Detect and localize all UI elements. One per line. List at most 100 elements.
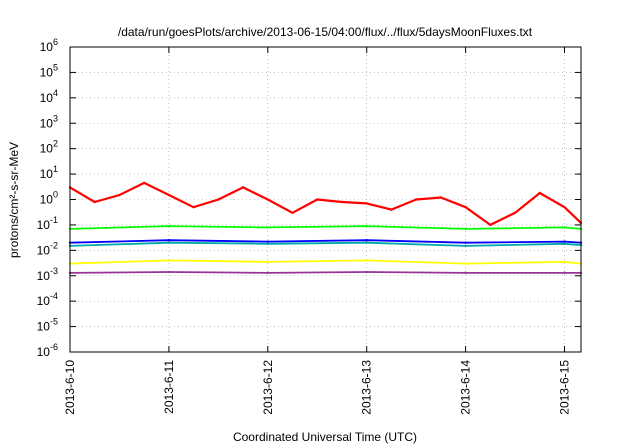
y-axis-label: protons/cm²-s-sr-MeV <box>7 142 21 258</box>
data-point <box>192 205 195 209</box>
data-point <box>365 270 368 274</box>
y-tick-label: 100 <box>40 190 58 207</box>
series-3 <box>68 239 583 244</box>
series-lines <box>68 181 583 275</box>
data-point <box>93 200 96 204</box>
data-point <box>217 198 220 201</box>
data-point <box>167 259 171 262</box>
series-1 <box>68 224 583 231</box>
y-tick-base: 10 <box>40 40 54 54</box>
data-point <box>365 202 368 205</box>
y-tick-exponent: -6 <box>50 342 58 352</box>
series-0 <box>68 181 583 227</box>
y-tick-exponent: 1 <box>53 164 58 174</box>
y-tick-base: 10 <box>37 218 51 232</box>
y-tick-exponent: -2 <box>50 240 58 250</box>
data-point <box>414 198 418 201</box>
data-point <box>563 242 566 246</box>
y-tick-exponent: -5 <box>50 317 58 327</box>
data-point <box>167 241 171 244</box>
y-tick-base: 10 <box>37 345 51 359</box>
data-point <box>563 205 566 209</box>
data-point <box>563 226 566 229</box>
y-tick-base: 10 <box>40 142 54 156</box>
data-point <box>291 211 294 214</box>
data-point <box>365 259 368 262</box>
data-point <box>464 227 467 231</box>
y-tick-label: 10-4 <box>37 291 58 308</box>
data-point <box>513 211 517 214</box>
series-line <box>69 241 582 247</box>
y-tick-exponent: -1 <box>50 215 58 225</box>
data-point <box>316 198 319 201</box>
series-2 <box>68 241 583 248</box>
x-tick-label: 2013-6-10 <box>63 360 77 415</box>
data-point <box>266 198 270 201</box>
data-point <box>464 262 467 265</box>
y-tick-base: 10 <box>40 167 54 181</box>
data-point <box>365 224 368 228</box>
data-point <box>365 241 368 244</box>
y-tick-label: 101 <box>40 164 58 181</box>
data-point <box>241 186 245 189</box>
x-tick-label: 2013-6-15 <box>558 360 572 415</box>
data-point <box>340 200 344 204</box>
y-tick-base: 10 <box>37 320 51 334</box>
y-tick-exponent: -3 <box>50 266 58 276</box>
data-point <box>266 240 270 243</box>
y-tick-exponent: 0 <box>53 190 58 200</box>
data-point <box>464 244 467 248</box>
data-point <box>266 242 270 246</box>
y-tick-exponent: 6 <box>53 37 58 47</box>
data-point <box>266 271 270 275</box>
y-tick-label: 104 <box>40 88 58 105</box>
y-tick-label: 106 <box>40 37 58 54</box>
y-tick-exponent: 5 <box>53 62 58 72</box>
data-point <box>167 270 171 274</box>
data-point <box>563 271 566 275</box>
series-4 <box>68 259 583 265</box>
data-point <box>167 193 171 197</box>
data-point <box>266 226 270 229</box>
y-tick-exponent: 3 <box>53 113 58 123</box>
y-tick-label: 10-2 <box>37 240 58 257</box>
data-point <box>464 205 467 209</box>
x-axis-ticks: 2013-6-10 2013-6-11 2013-6-12 2013-6-13 2013… <box>63 47 572 415</box>
y-tick-label: 10-3 <box>37 266 58 283</box>
y-tick-exponent: 4 <box>53 88 58 98</box>
y-axis-ticks: 10-610-510-410-310-210-11001011021031041… <box>37 37 581 359</box>
y-tick-base: 10 <box>40 91 54 105</box>
data-point <box>489 223 492 227</box>
y-tick-label: 105 <box>40 62 58 79</box>
data-point <box>439 196 443 199</box>
y-tick-base: 10 <box>37 243 51 257</box>
data-point <box>365 239 368 242</box>
x-tick-label: 2013-6-14 <box>459 360 473 415</box>
data-point <box>167 224 171 228</box>
series-line <box>69 225 582 230</box>
y-tick-exponent: 2 <box>53 139 58 149</box>
data-point <box>538 191 541 195</box>
y-tick-label: 103 <box>40 113 58 130</box>
y-tick-label: 10-6 <box>37 342 58 359</box>
chart-title: /data/run/goesPlots/archive/2013-06-15/0… <box>118 25 533 39</box>
y-tick-base: 10 <box>40 193 54 207</box>
x-axis-label: Coordinated Universal Time (UTC) <box>233 430 417 444</box>
y-tick-base: 10 <box>37 294 51 308</box>
data-point <box>464 241 467 244</box>
series-line <box>69 271 581 274</box>
data-point <box>118 193 121 197</box>
data-point <box>563 260 566 264</box>
series-line <box>69 181 582 226</box>
y-tick-base: 10 <box>40 116 54 130</box>
y-tick-label: 10-5 <box>37 317 58 334</box>
x-tick-label: 2013-6-11 <box>162 360 176 414</box>
y-tick-base: 10 <box>37 269 51 283</box>
x-tick-label: 2013-6-12 <box>261 360 275 415</box>
data-point <box>464 271 467 275</box>
data-point <box>142 181 146 185</box>
y-tick-label: 102 <box>40 139 58 156</box>
y-tick-base: 10 <box>40 65 54 79</box>
y-tick-label: 10-1 <box>37 215 58 232</box>
